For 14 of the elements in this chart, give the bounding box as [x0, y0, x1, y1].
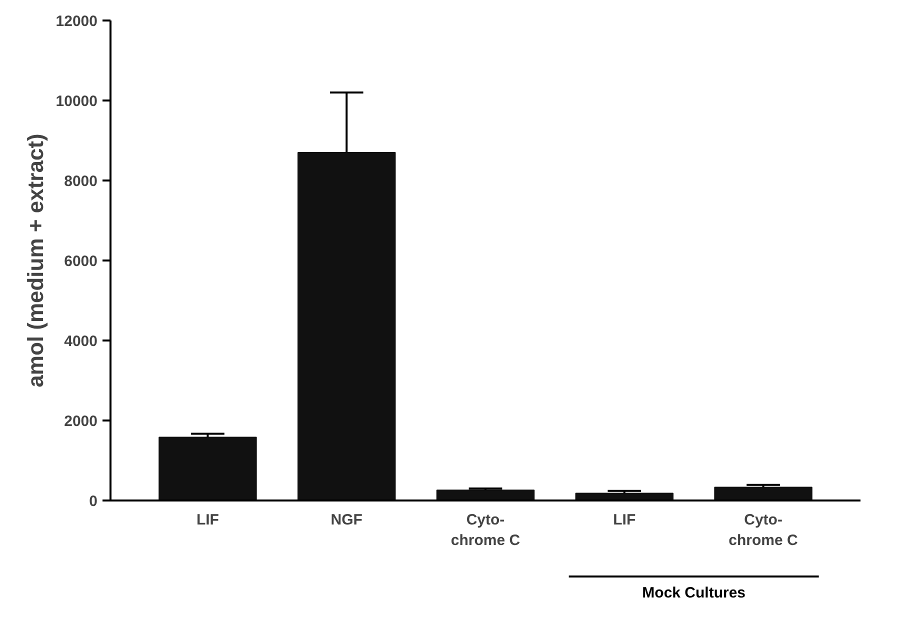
y-tick-label: 10000 [56, 93, 98, 110]
text: Mock Cultures [642, 584, 746, 602]
y-tick-label: 2000 [64, 413, 98, 430]
y-tick-label: 6000 [64, 253, 98, 270]
y-tick-label: 8000 [64, 173, 98, 190]
x-tick-label: NGF [330, 512, 362, 528]
y-axis-title: amol (medium + extract) [22, 134, 48, 388]
x-tick-label: LIF [613, 512, 636, 528]
x-tick-label: Cyto- chrome C [450, 512, 520, 549]
y-tick-label: 4000 [64, 333, 98, 350]
y-tick-label: 12000 [56, 13, 98, 30]
x-tick-label: LIF [196, 512, 219, 528]
y-tick-label: 0 [89, 493, 98, 510]
x-tick-label: Cyto- chrome C [728, 512, 798, 549]
